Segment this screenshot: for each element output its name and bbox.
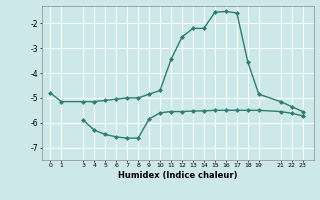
X-axis label: Humidex (Indice chaleur): Humidex (Indice chaleur) xyxy=(118,171,237,180)
